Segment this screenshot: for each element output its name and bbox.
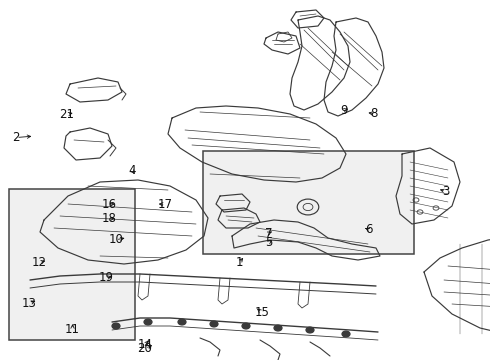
Text: 9: 9 xyxy=(340,104,348,117)
Text: 7: 7 xyxy=(265,227,272,240)
Text: 12: 12 xyxy=(32,256,47,269)
Circle shape xyxy=(306,327,314,333)
Text: 20: 20 xyxy=(138,342,152,355)
Circle shape xyxy=(144,319,152,325)
Text: 19: 19 xyxy=(98,271,113,284)
Text: 6: 6 xyxy=(365,223,372,236)
Bar xyxy=(9,189,135,340)
Circle shape xyxy=(342,331,350,337)
Text: 10: 10 xyxy=(108,233,123,246)
Text: 13: 13 xyxy=(22,297,37,310)
Text: 1: 1 xyxy=(235,256,243,269)
Circle shape xyxy=(112,323,120,329)
Text: 15: 15 xyxy=(254,306,269,319)
Text: 11: 11 xyxy=(65,323,80,336)
Text: 21: 21 xyxy=(59,108,74,121)
Text: 8: 8 xyxy=(370,107,378,120)
Bar xyxy=(203,151,414,254)
Text: 18: 18 xyxy=(101,212,116,225)
Text: 5: 5 xyxy=(265,236,272,249)
Text: 3: 3 xyxy=(442,185,450,198)
Circle shape xyxy=(210,321,218,327)
Circle shape xyxy=(178,319,186,325)
Text: 16: 16 xyxy=(101,198,116,211)
Circle shape xyxy=(274,325,282,331)
Text: 4: 4 xyxy=(128,164,136,177)
Text: 17: 17 xyxy=(158,198,173,211)
Circle shape xyxy=(242,323,250,329)
Text: 2: 2 xyxy=(12,131,20,144)
Text: 14: 14 xyxy=(138,338,152,351)
